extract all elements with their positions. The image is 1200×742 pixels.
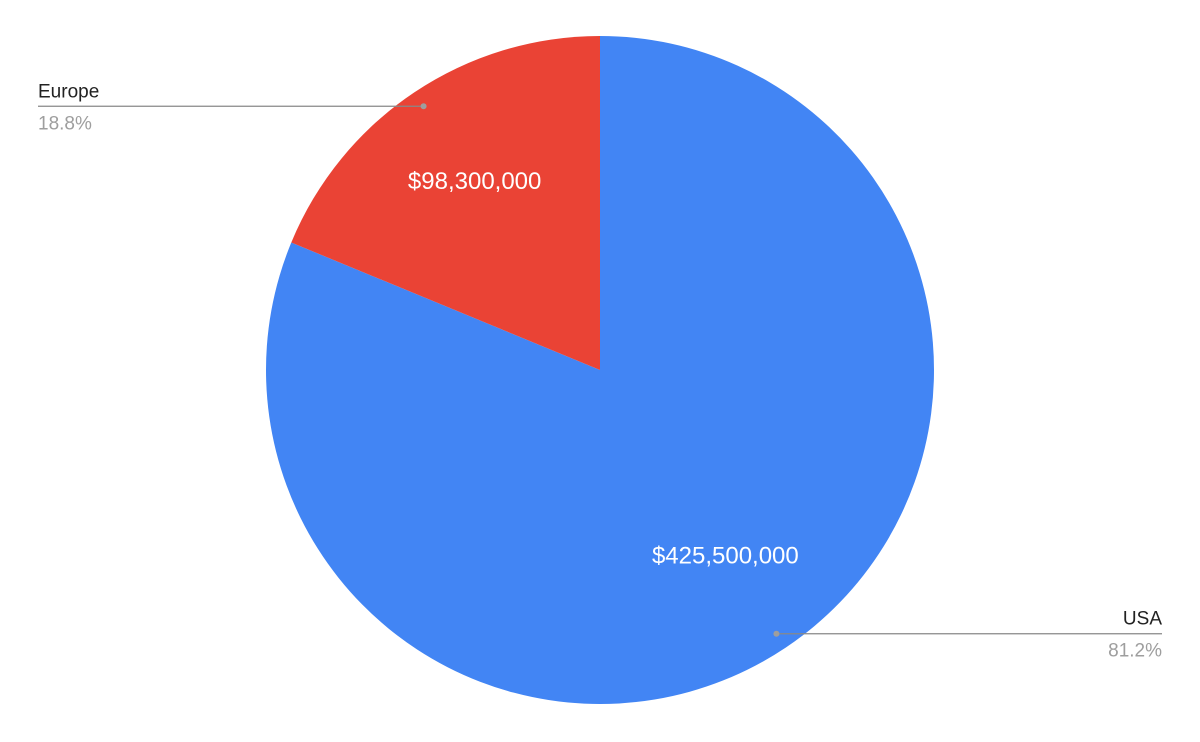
percent-label: 18.8% [38, 113, 92, 134]
pie-slice [291, 36, 600, 370]
value-label: $98,300,000 [408, 168, 541, 195]
leader-dot [773, 630, 780, 637]
value-label: $425,500,000 [652, 543, 799, 570]
leader-dot [420, 103, 427, 110]
legend-label: Europe [38, 81, 99, 102]
legend-label: USA [1123, 609, 1162, 630]
pie-slice [265, 36, 934, 704]
percent-label: 81.2% [1108, 641, 1162, 662]
